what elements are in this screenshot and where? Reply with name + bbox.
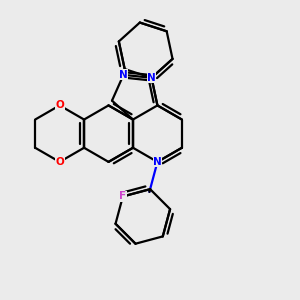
Text: N: N	[147, 73, 156, 83]
Text: O: O	[55, 100, 64, 110]
Text: N: N	[153, 157, 162, 167]
Text: F: F	[119, 191, 126, 202]
Text: O: O	[55, 157, 64, 167]
Text: N: N	[119, 70, 128, 80]
